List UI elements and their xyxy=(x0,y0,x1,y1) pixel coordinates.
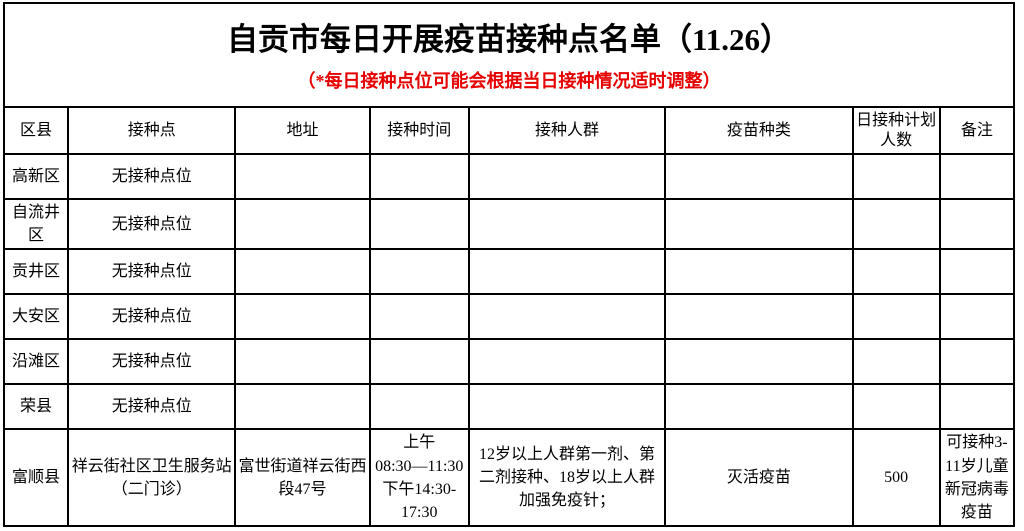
table-row-daan: 大安区 无接种点位 xyxy=(2,293,1016,341)
table-row-rongxian: 荣县 无接种点位 xyxy=(2,383,1016,431)
cell-population xyxy=(467,153,667,200)
cell-site: 无接种点位 xyxy=(67,153,237,200)
cell-plan xyxy=(851,197,941,251)
table-row-fushun: 富顺县 祥云街社区卫生服务站（二门诊） 富世街道祥云街西段47号 上午 08:3… xyxy=(2,428,1016,528)
cell-time xyxy=(368,338,470,386)
cell-remark xyxy=(938,383,1016,431)
cell-address: 富世街道祥云街西段47号 xyxy=(234,428,371,528)
cell-plan xyxy=(851,383,941,431)
cell-remark xyxy=(938,338,1016,386)
cell-address xyxy=(234,338,371,386)
cell-remark xyxy=(938,153,1016,200)
cell-vaccine xyxy=(664,248,854,296)
title-banner: 自贡市每日开展疫苗接种点名单（11.26） （*每日接种点位可能会根据当日接种情… xyxy=(3,2,1015,108)
title-row: 自贡市每日开展疫苗接种点名单（11.26） （*每日接种点位可能会根据当日接种情… xyxy=(3,2,1015,108)
cell-population xyxy=(467,338,667,386)
cell-site: 祥云街社区卫生服务站（二门诊） xyxy=(67,428,237,528)
cell-population xyxy=(467,248,667,296)
cell-remark xyxy=(938,248,1016,296)
cell-address xyxy=(234,197,371,251)
cell-time xyxy=(368,153,470,200)
header-site: 接种点 xyxy=(67,106,237,155)
cell-population xyxy=(467,197,667,251)
cell-site: 无接种点位 xyxy=(67,197,237,251)
cell-vaccine xyxy=(664,197,854,251)
cell-time xyxy=(368,197,470,251)
page-subtitle: （*每日接种点位可能会根据当日接种情况适时调整） xyxy=(297,70,721,91)
cell-district: 自流井区 xyxy=(2,197,70,251)
table-row-gongjing: 贡井区 无接种点位 xyxy=(2,248,1016,296)
cell-site: 无接种点位 xyxy=(67,338,237,386)
cell-site: 无接种点位 xyxy=(67,383,237,431)
table-row-ziliujing: 自流井区 无接种点位 xyxy=(2,197,1016,251)
cell-district: 大安区 xyxy=(2,293,70,341)
cell-plan xyxy=(851,338,941,386)
cell-plan: 500 xyxy=(851,428,941,528)
cell-vaccine xyxy=(664,383,854,431)
cell-address xyxy=(234,153,371,200)
cell-site: 无接种点位 xyxy=(67,248,237,296)
cell-remark: 可接种3-11岁儿童新冠病毒疫苗 xyxy=(938,428,1016,528)
cell-vaccine: 灭活疫苗 xyxy=(664,428,854,528)
header-time: 接种时间 xyxy=(368,106,470,155)
cell-district: 高新区 xyxy=(2,153,70,200)
cell-time: 上午 08:30—11:30 下午14:30- 17:30 xyxy=(368,428,470,528)
cell-address xyxy=(234,248,371,296)
cell-population xyxy=(467,293,667,341)
cell-site: 无接种点位 xyxy=(67,293,237,341)
cell-time xyxy=(368,293,470,341)
cell-plan xyxy=(851,248,941,296)
cell-address xyxy=(234,293,371,341)
cell-district: 沿滩区 xyxy=(2,338,70,386)
page-title: 自贡市每日开展疫苗接种点名单（11.26） xyxy=(226,21,792,57)
cell-time xyxy=(368,248,470,296)
cell-address xyxy=(234,383,371,431)
cell-vaccine xyxy=(664,338,854,386)
header-vaccine-type: 疫苗种类 xyxy=(664,106,854,155)
table-row-yantan: 沿滩区 无接种点位 xyxy=(2,338,1016,386)
cell-plan xyxy=(851,293,941,341)
cell-district: 荣县 xyxy=(2,383,70,431)
header-district: 区县 xyxy=(2,106,70,155)
cell-vaccine xyxy=(664,153,854,200)
cell-vaccine xyxy=(664,293,854,341)
cell-remark xyxy=(938,197,1016,251)
cell-remark xyxy=(938,293,1016,341)
cell-population xyxy=(467,383,667,431)
cell-time xyxy=(368,383,470,431)
cell-population: 12岁以上人群第一剂、第二剂接种、18岁以上人群加强免疫针； xyxy=(467,428,667,528)
header-address: 地址 xyxy=(234,106,371,155)
cell-plan xyxy=(851,153,941,200)
table-row-gaoxin: 高新区 无接种点位 xyxy=(2,153,1016,200)
table-header-row: 区县 接种点 地址 接种时间 接种人群 疫苗种类 日接种计划人数 备注 xyxy=(2,106,1016,155)
cell-district: 富顺县 xyxy=(2,428,70,528)
header-population: 接种人群 xyxy=(467,106,667,155)
header-remark: 备注 xyxy=(938,106,1016,155)
header-daily-plan: 日接种计划人数 xyxy=(851,106,941,155)
cell-district: 贡井区 xyxy=(2,248,70,296)
